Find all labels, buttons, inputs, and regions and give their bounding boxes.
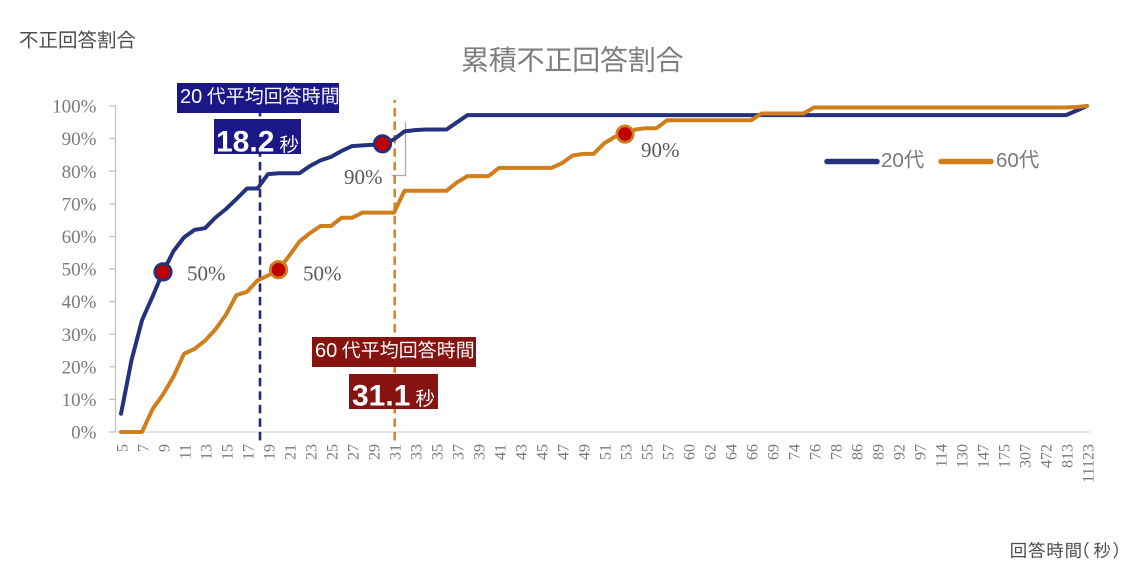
svg-text:29: 29 bbox=[367, 444, 384, 460]
svg-text:13: 13 bbox=[199, 444, 216, 460]
svg-text:17: 17 bbox=[241, 444, 258, 460]
svg-text:37: 37 bbox=[451, 444, 468, 460]
svg-text:55: 55 bbox=[640, 444, 657, 460]
svg-text:31.1: 31.1 bbox=[352, 380, 410, 413]
svg-text:813: 813 bbox=[1060, 444, 1077, 468]
svg-text:66: 66 bbox=[745, 444, 762, 460]
svg-text:64: 64 bbox=[724, 444, 741, 460]
svg-text:21: 21 bbox=[283, 444, 300, 460]
svg-text:20: 20 bbox=[881, 149, 904, 172]
svg-text:31: 31 bbox=[388, 444, 405, 460]
svg-text:53: 53 bbox=[619, 444, 636, 460]
svg-text:23: 23 bbox=[304, 444, 321, 460]
svg-text:70%: 70% bbox=[62, 194, 97, 215]
svg-text:51: 51 bbox=[598, 444, 615, 460]
svg-text:90%: 90% bbox=[62, 129, 97, 150]
svg-text:40%: 40% bbox=[62, 292, 97, 313]
svg-text:10%: 10% bbox=[62, 390, 97, 411]
svg-text:76: 76 bbox=[808, 444, 825, 460]
svg-text:90%: 90% bbox=[344, 165, 383, 189]
svg-text:62: 62 bbox=[703, 444, 720, 460]
svg-text:57: 57 bbox=[661, 444, 678, 460]
svg-text:100%: 100% bbox=[52, 97, 97, 118]
svg-text:5: 5 bbox=[115, 444, 132, 452]
svg-text:60: 60 bbox=[682, 444, 699, 460]
svg-text:74: 74 bbox=[787, 444, 804, 460]
svg-text:49: 49 bbox=[577, 444, 594, 460]
svg-text:50%: 50% bbox=[303, 262, 342, 286]
svg-text:19: 19 bbox=[262, 444, 279, 460]
svg-text:86: 86 bbox=[850, 444, 867, 460]
svg-text:147: 147 bbox=[976, 444, 993, 468]
svg-text:45: 45 bbox=[535, 444, 552, 460]
svg-text:80%: 80% bbox=[62, 162, 97, 183]
svg-text:30%: 30% bbox=[62, 325, 97, 346]
svg-text:11: 11 bbox=[178, 444, 195, 459]
svg-text:39: 39 bbox=[472, 444, 489, 460]
svg-text:69: 69 bbox=[766, 444, 783, 460]
svg-text:27: 27 bbox=[346, 444, 363, 460]
svg-text:114: 114 bbox=[934, 444, 951, 467]
svg-text:130: 130 bbox=[955, 444, 972, 468]
svg-text:20%: 20% bbox=[62, 357, 97, 378]
svg-text:9: 9 bbox=[157, 444, 174, 452]
svg-text:11123: 11123 bbox=[1081, 444, 1098, 483]
svg-text:50%: 50% bbox=[62, 260, 97, 281]
svg-text:97: 97 bbox=[913, 444, 930, 460]
svg-text:60: 60 bbox=[315, 340, 337, 362]
svg-text:78: 78 bbox=[829, 444, 846, 460]
svg-text:0%: 0% bbox=[71, 423, 97, 444]
svg-text:90%: 90% bbox=[641, 138, 680, 162]
svg-text:175: 175 bbox=[997, 444, 1014, 468]
svg-text:472: 472 bbox=[1039, 444, 1056, 468]
svg-text:60: 60 bbox=[996, 149, 1019, 172]
svg-text:47: 47 bbox=[556, 444, 573, 460]
svg-text:89: 89 bbox=[871, 444, 888, 460]
svg-text:18.2: 18.2 bbox=[216, 126, 274, 159]
svg-text:41: 41 bbox=[493, 444, 510, 460]
svg-text:60%: 60% bbox=[62, 227, 97, 248]
svg-text:25: 25 bbox=[325, 444, 342, 460]
svg-text:43: 43 bbox=[514, 444, 531, 460]
svg-text:35: 35 bbox=[430, 444, 447, 460]
svg-text:92: 92 bbox=[892, 444, 909, 460]
svg-text:20: 20 bbox=[180, 86, 202, 108]
svg-text:7: 7 bbox=[136, 444, 153, 452]
svg-text:307: 307 bbox=[1018, 444, 1035, 468]
svg-text:33: 33 bbox=[409, 444, 426, 460]
svg-text:15: 15 bbox=[220, 444, 237, 460]
svg-text:50%: 50% bbox=[187, 262, 226, 286]
